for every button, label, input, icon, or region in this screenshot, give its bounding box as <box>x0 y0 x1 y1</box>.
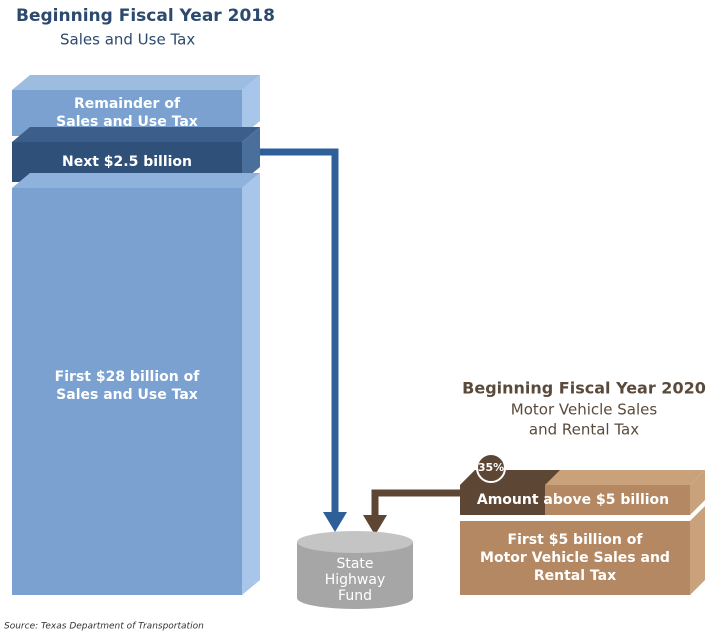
block-label: First $28 billion of <box>55 369 201 385</box>
block-first <box>12 188 242 595</box>
block-side <box>690 470 705 515</box>
fund-label: Fund <box>338 588 372 604</box>
block-label: Remainder of <box>74 96 181 112</box>
block-top <box>12 173 260 188</box>
block-side <box>242 127 260 182</box>
right-stack <box>460 470 705 595</box>
arrow <box>371 489 460 518</box>
fund-label: State <box>336 556 373 572</box>
block-label: Sales and Use Tax <box>56 114 198 130</box>
cylinder-body <box>297 542 413 609</box>
fund-cylinder <box>297 531 413 609</box>
block-label: Next $2.5 billion <box>62 154 192 170</box>
block-label: Motor Vehicle Sales and <box>480 550 670 566</box>
left-stack <box>12 75 260 595</box>
block-side <box>242 75 260 136</box>
arrow-head <box>323 512 347 532</box>
title: Beginning Fiscal Year 2018 <box>16 6 275 26</box>
subtitle: and Rental Tax <box>529 421 639 439</box>
badge <box>476 453 506 483</box>
source: Source: Texas Department of Transportati… <box>4 622 204 632</box>
block-label: Amount above $5 billion <box>477 492 669 508</box>
fund-label: Highway <box>325 572 386 588</box>
block-label: Rental Tax <box>534 568 616 584</box>
title: Beginning Fiscal Year 2020 <box>462 379 706 398</box>
block-top <box>12 75 260 90</box>
block-first5 <box>460 521 690 595</box>
block-share <box>460 485 545 515</box>
badge-label: 35% <box>478 461 504 474</box>
subtitle: Sales and Use Tax <box>60 31 195 49</box>
block-side <box>242 173 260 595</box>
cylinder-top <box>297 531 413 553</box>
block-side <box>690 506 705 595</box>
block-label: First $5 billion of <box>508 532 644 548</box>
subtitle: Motor Vehicle Sales <box>511 401 658 419</box>
block-top <box>12 127 260 142</box>
block-label: Sales and Use Tax <box>56 387 198 403</box>
texts: Beginning Fiscal Year 2018 Sales and Use … <box>4 6 706 632</box>
block-top <box>460 470 560 485</box>
arrow <box>260 148 339 515</box>
arrow-head <box>363 515 387 535</box>
